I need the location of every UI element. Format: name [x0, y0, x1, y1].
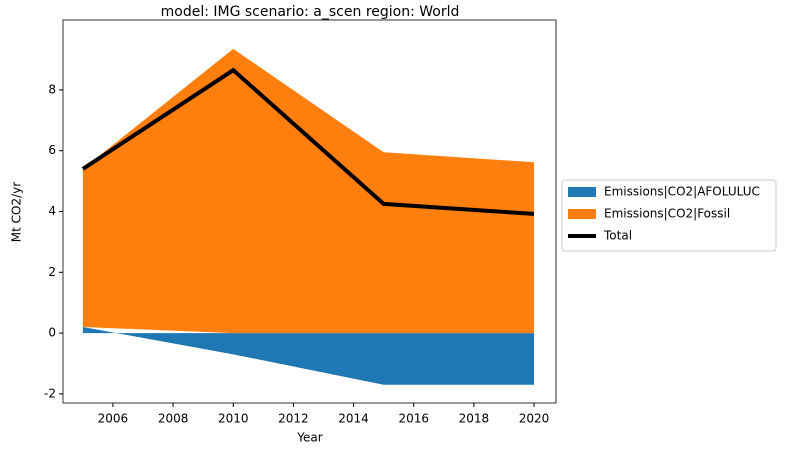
legend-box	[561, 179, 777, 252]
x-tick-label: 2012	[278, 412, 309, 426]
y-tick-label: -2	[44, 386, 56, 400]
x-tick-label: 2020	[519, 412, 550, 426]
y-tick-label: 8	[48, 82, 56, 96]
legend-label: Emissions|CO2|Fossil	[604, 207, 730, 221]
legend-label: Total	[603, 229, 632, 243]
x-tick-label: 2008	[158, 412, 189, 426]
y-tick-label: 6	[48, 143, 56, 157]
legend-swatch	[568, 187, 596, 197]
x-tick-label: 2014	[338, 412, 369, 426]
y-axis-label: Mt CO2/yr	[10, 182, 24, 242]
area	[82, 327, 535, 385]
y-tick-label: 2	[48, 265, 56, 279]
x-tick-label: 2016	[398, 412, 429, 426]
legend-label: Emissions|CO2|AFOLULUC	[604, 185, 760, 199]
x-tick-label: 2018	[459, 412, 490, 426]
x-tick-label: 2010	[218, 412, 249, 426]
y-tick-label: 0	[48, 326, 56, 340]
x-tick-label: 2006	[98, 412, 129, 426]
chart-title: model: IMG scenario: a_scen region: Worl…	[161, 4, 460, 20]
line	[81, 67, 535, 216]
x-axis-label: Year	[296, 431, 322, 445]
area	[82, 48, 535, 334]
legend-swatch	[568, 209, 596, 219]
y-tick-label: 4	[48, 204, 56, 218]
